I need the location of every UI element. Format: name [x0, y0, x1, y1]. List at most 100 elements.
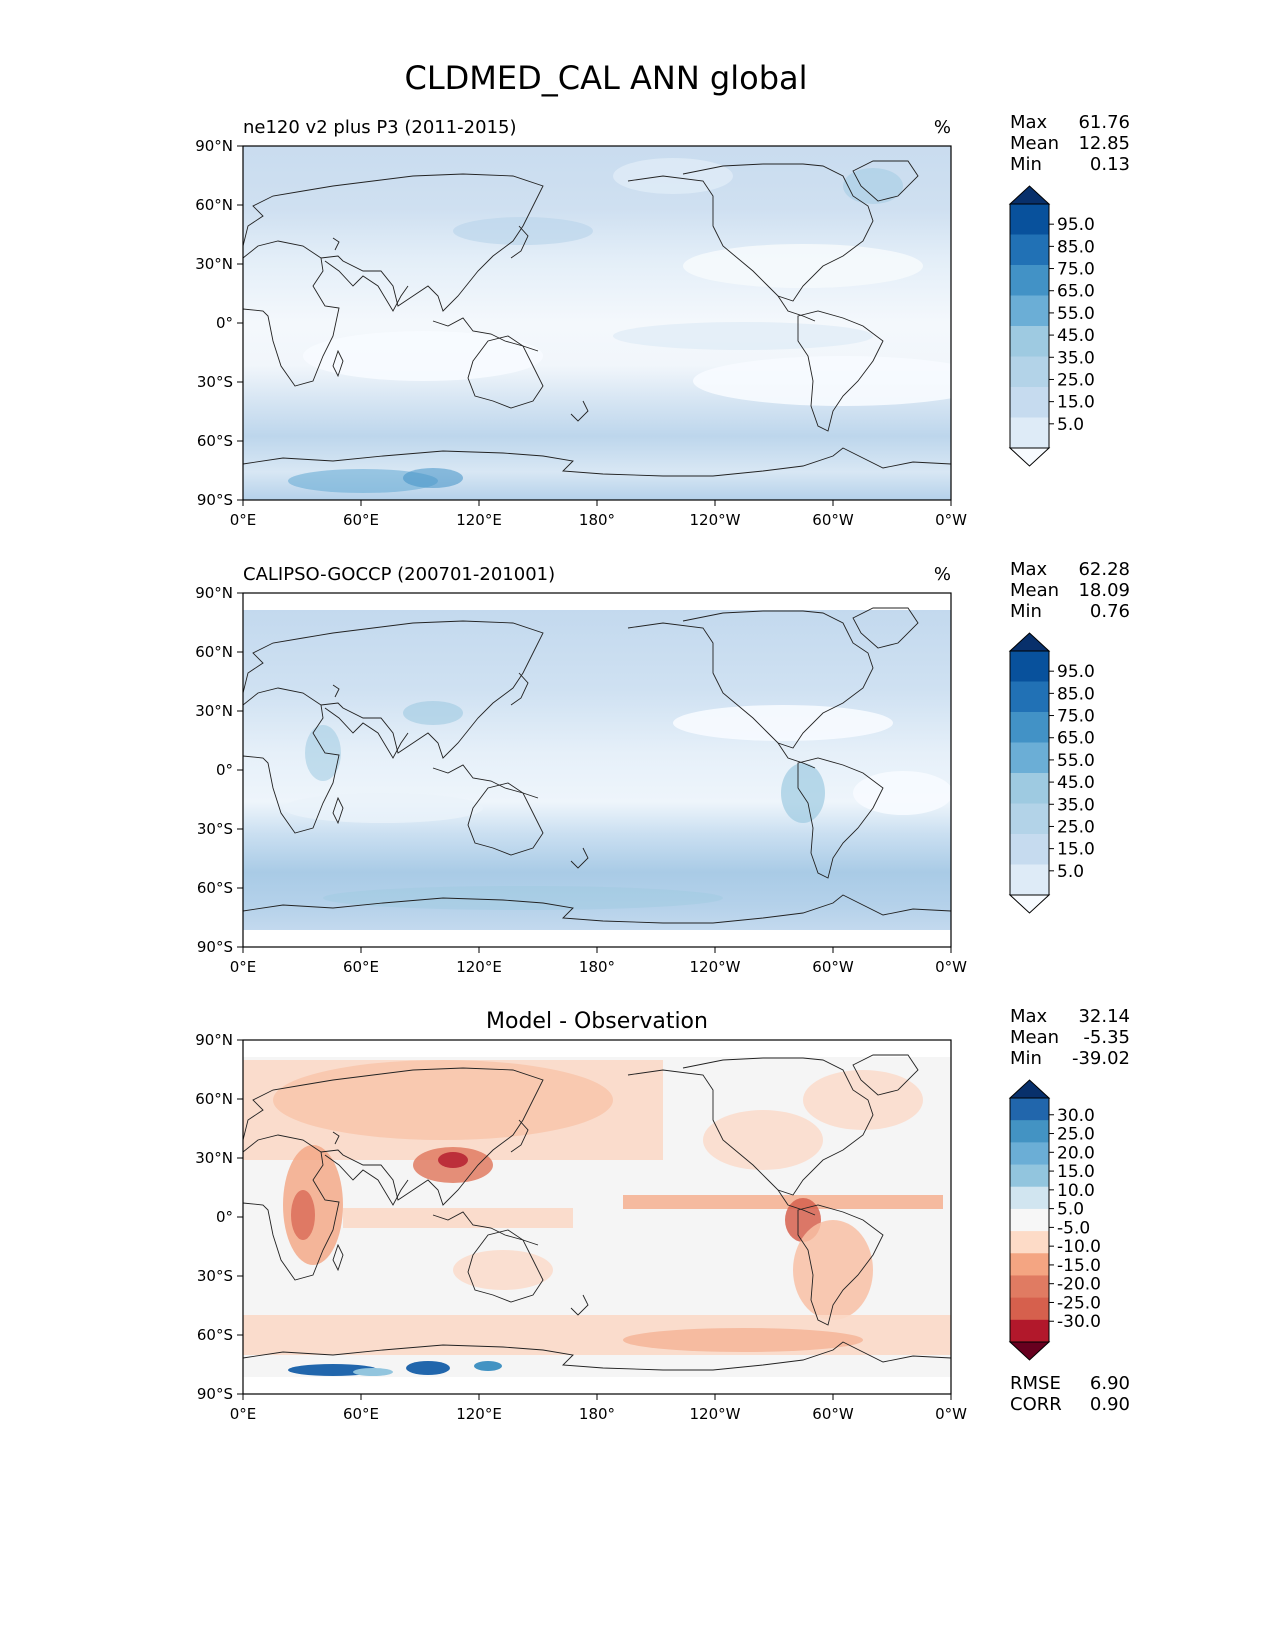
colorbar-segment: [1010, 265, 1049, 296]
stat-label: Min: [1010, 154, 1042, 175]
colorbar-segment: [1010, 681, 1049, 713]
lon-tick-label: 180°: [579, 511, 615, 529]
colorbar-extend-bottom: [1008, 894, 1051, 914]
lon-tick-label: 0°W: [935, 1405, 967, 1423]
stat-value: 0.76: [1090, 601, 1130, 622]
colorbar-extend-top: [1008, 185, 1051, 205]
lat-tick-label: 0°: [216, 761, 233, 779]
stat-value: 62.28: [1078, 559, 1130, 580]
colorbar-label: 65.0: [1057, 729, 1095, 749]
colorbar-label: 20.0: [1057, 1143, 1095, 1163]
colorbar-segment: [1010, 864, 1049, 896]
lat-tick-label: 60°N: [195, 643, 233, 661]
colorbar-segment: [1010, 1164, 1049, 1188]
panel-left-title: ne120 v2 plus P3 (2011-2015): [243, 117, 517, 138]
colorbar-label: 55.0: [1057, 304, 1095, 324]
colorbar-segment: [1010, 651, 1049, 682]
colorbar-label: 15.0: [1057, 393, 1095, 413]
colorbar-label: 15.0: [1057, 1162, 1095, 1182]
colorbar-segment: [1010, 1253, 1049, 1276]
lon-tick-label: 0°W: [935, 511, 967, 529]
lat-tick-label: 0°: [216, 314, 233, 332]
map-field-model: [243, 146, 951, 500]
lat-tick-label: 90°S: [197, 1385, 233, 1403]
colorbar-label: 5.0: [1057, 1200, 1084, 1220]
colorbar-label: 10.0: [1057, 1181, 1095, 1201]
colorbar-label: -10.0: [1057, 1237, 1101, 1257]
lon-tick-label: 120°W: [690, 511, 741, 529]
colorbar-label: 5.0: [1057, 862, 1084, 882]
colorbar-segment: [1010, 1275, 1049, 1299]
lon-tick-label: 120°W: [690, 1405, 741, 1423]
colorbar-label: 45.0: [1057, 326, 1095, 346]
colorbar-extend-top: [1008, 632, 1051, 652]
colorbar-segment: [1010, 834, 1049, 865]
lat-tick-label: 60°N: [195, 1090, 233, 1108]
colorbar-label: 75.0: [1057, 707, 1095, 727]
stat-value: 12.85: [1078, 133, 1130, 154]
colorbar-label: -30.0: [1057, 1312, 1101, 1332]
colorbar-frame: [1009, 650, 1050, 896]
lon-tick-label: 60°E: [343, 1405, 379, 1423]
stat-label: Max: [1010, 559, 1048, 580]
lat-tick-label: 60°S: [197, 1326, 233, 1344]
colorbar-label: -25.0: [1057, 1293, 1101, 1313]
lat-tick-label: 90°N: [195, 1031, 233, 1049]
colorbar-extend-bottom: [1008, 447, 1051, 467]
colorbar-label: -20.0: [1057, 1275, 1101, 1295]
colorbar-label: 45.0: [1057, 773, 1095, 793]
colorbar-segment: [1010, 1297, 1049, 1321]
lat-tick-label: 30°S: [197, 373, 233, 391]
colorbar-label: 65.0: [1057, 282, 1095, 302]
colorbar-extend-top: [1008, 1079, 1051, 1099]
stat-label: Min: [1010, 1048, 1042, 1069]
colorbar-segment: [1010, 417, 1049, 449]
lon-tick-label: 60°E: [343, 511, 379, 529]
stat-value: -39.02: [1072, 1048, 1130, 1069]
lon-tick-label: 180°: [579, 1405, 615, 1423]
lat-tick-label: 90°N: [195, 584, 233, 602]
lat-tick-label: 30°N: [195, 702, 233, 720]
colorbar-segment: [1010, 1186, 1049, 1210]
colorbar-label: 95.0: [1057, 215, 1095, 235]
colorbar-segment: [1010, 356, 1049, 388]
colorbar-label: 25.0: [1057, 370, 1095, 390]
colorbar-label: 25.0: [1057, 1125, 1095, 1145]
lat-tick-label: 30°N: [195, 1149, 233, 1167]
stat-label: CORR: [1010, 1394, 1062, 1415]
panel-units: %: [934, 117, 951, 138]
lon-tick-label: 120°E: [456, 958, 502, 976]
lat-tick-label: 90°S: [197, 938, 233, 956]
colorbar-label: 5.0: [1057, 415, 1084, 435]
map-field-obs: [243, 610, 951, 930]
colorbar-segment: [1010, 387, 1049, 418]
lat-tick-label: 30°S: [197, 1267, 233, 1285]
colorbar-segment: [1010, 742, 1049, 774]
colorbar-frame: [1009, 1097, 1050, 1343]
lon-tick-label: 60°W: [812, 1405, 854, 1423]
stat-label: Mean: [1010, 580, 1059, 601]
colorbar-segment: [1010, 803, 1049, 835]
axes: 90°N 60°N 30°N 0° 30°S 60°S 90°S 0°E 60°E 120°E 18…: [195, 137, 967, 1423]
colorbar-frame: [1009, 203, 1050, 449]
annotations: ne120 v2 plus P3 (2011-2015)% Max 61.76 Mea…: [243, 112, 1130, 1415]
lat-tick-label: 90°N: [195, 137, 233, 155]
stat-value: 6.90: [1090, 1373, 1130, 1394]
stat-value: 32.14: [1078, 1006, 1130, 1027]
colorbar-segment: [1010, 295, 1049, 327]
colorbar-label: 95.0: [1057, 662, 1095, 682]
panel-center-title: Model - Observation: [486, 1009, 708, 1034]
lat-tick-label: 60°N: [195, 196, 233, 214]
colorbar-label: 35.0: [1057, 348, 1095, 368]
colorbar-label: 75.0: [1057, 260, 1095, 280]
stat-label: RMSE: [1010, 1373, 1061, 1394]
colorbar-segment: [1010, 1142, 1049, 1166]
colorbar-label: -5.0: [1057, 1218, 1090, 1238]
colorbar-segment: [1010, 1208, 1049, 1232]
colorbar-label: 55.0: [1057, 751, 1095, 771]
lat-tick-label: 60°S: [197, 432, 233, 450]
lon-tick-label: 120°W: [690, 958, 741, 976]
colorbar-segment: [1010, 1319, 1049, 1343]
colorbar-label: 85.0: [1057, 684, 1095, 704]
